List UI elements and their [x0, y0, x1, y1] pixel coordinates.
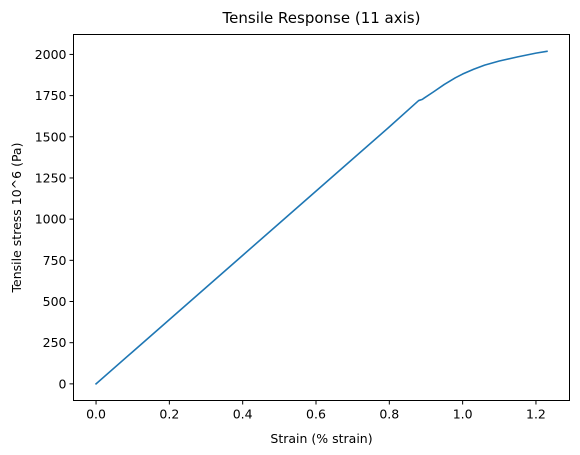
y-tick-label: 1250	[35, 170, 67, 185]
x-tick-label: 1.2	[526, 407, 546, 422]
y-tick-label: 250	[43, 335, 67, 350]
y-tick-label: 1750	[35, 88, 67, 103]
series-line	[94, 50, 548, 385]
y-axis-ticks: 0 250 500 750 1000 1250 1500 1750 2000	[35, 47, 74, 391]
x-axis-label: Strain (% strain)	[270, 431, 372, 446]
plot-frame	[73, 34, 570, 401]
y-axis-label: Tensile stress 10^6 (Pa)	[9, 143, 24, 294]
x-tick-label: 0.6	[306, 407, 326, 422]
x-tick-label: 0.4	[233, 407, 253, 422]
plot-area	[73, 34, 570, 401]
y-tick-label: 750	[43, 253, 67, 268]
y-tick-label: 1500	[35, 129, 67, 144]
x-tick-label: 1.0	[453, 407, 473, 422]
y-tick-label: 1000	[35, 212, 67, 227]
chart-title: Tensile Response (11 axis)	[222, 9, 421, 27]
y-tick-label: 0	[59, 376, 67, 391]
y-tick-label: 500	[43, 294, 67, 309]
x-axis-ticks: 0.0 0.2 0.4 0.6 0.8 1.0 1.2	[86, 400, 546, 422]
x-tick-label: 0.0	[86, 407, 106, 422]
x-tick-label: 0.2	[159, 407, 179, 422]
series-layer	[94, 50, 548, 385]
y-tick-label: 2000	[35, 47, 67, 62]
x-tick-label: 0.8	[379, 407, 399, 422]
